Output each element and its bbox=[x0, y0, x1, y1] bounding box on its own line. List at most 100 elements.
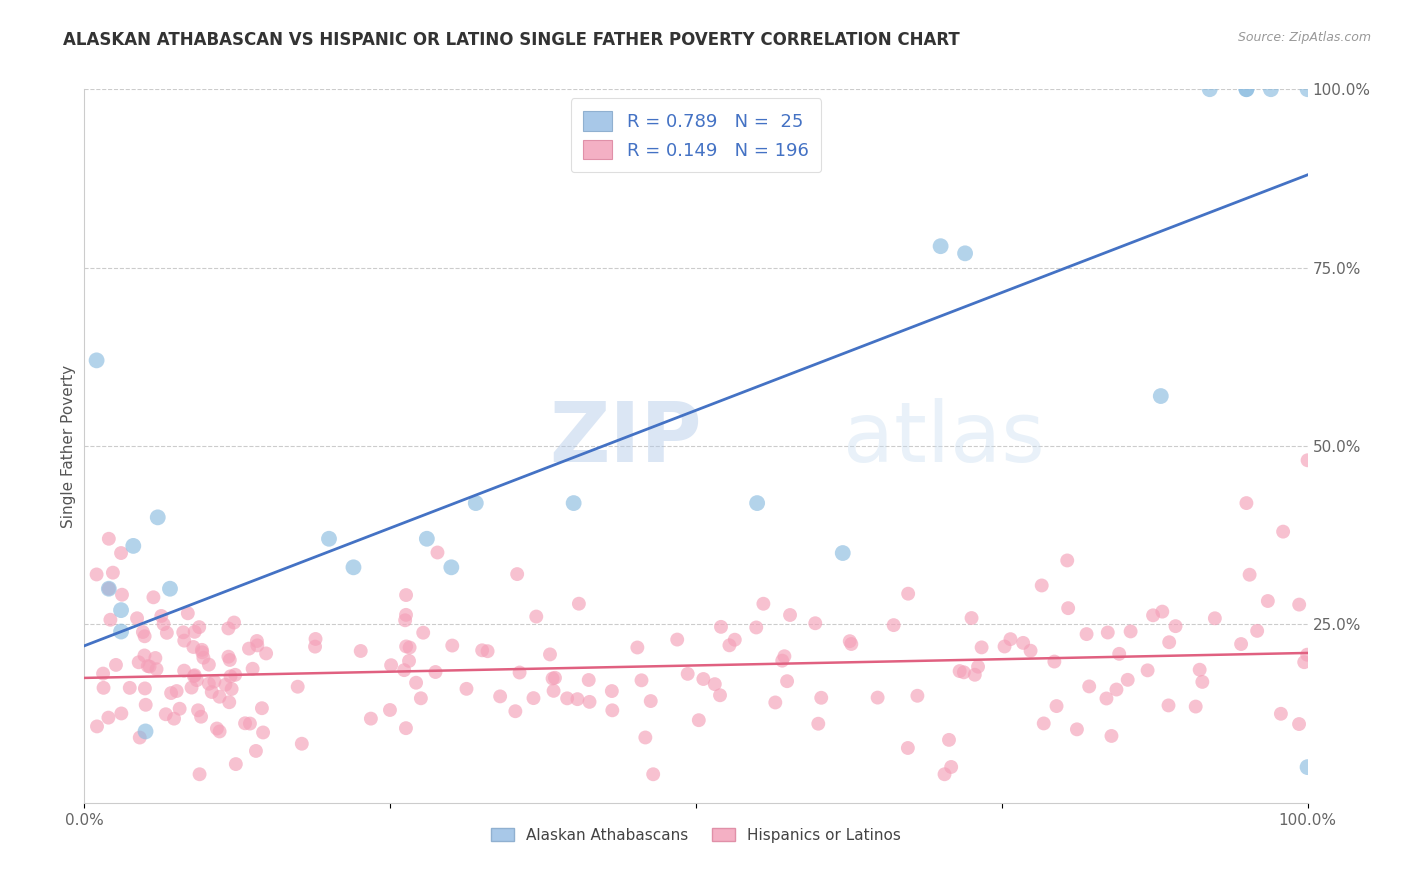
Point bbox=[941, 760, 963, 774]
Point bbox=[949, 664, 972, 678]
Point bbox=[191, 645, 214, 659]
Point bbox=[666, 632, 689, 647]
Point bbox=[183, 624, 205, 639]
Point bbox=[132, 625, 155, 640]
Point bbox=[222, 615, 245, 630]
Point bbox=[360, 712, 382, 726]
Point bbox=[1095, 691, 1118, 706]
Point bbox=[471, 643, 494, 657]
Point bbox=[441, 639, 464, 653]
Point bbox=[392, 663, 415, 677]
Point bbox=[938, 732, 960, 747]
Point bbox=[101, 566, 124, 580]
Point bbox=[1152, 605, 1174, 619]
Point bbox=[1056, 553, 1078, 567]
Point bbox=[838, 634, 860, 648]
Point bbox=[555, 691, 578, 706]
Text: ZIP: ZIP bbox=[550, 399, 702, 479]
Y-axis label: Single Father Poverty: Single Father Poverty bbox=[60, 365, 76, 527]
Point bbox=[134, 648, 156, 663]
Point bbox=[643, 767, 665, 781]
Point bbox=[626, 640, 648, 655]
Point bbox=[1246, 624, 1268, 638]
Point bbox=[1164, 619, 1187, 633]
Point bbox=[1136, 664, 1159, 678]
Point bbox=[219, 669, 242, 683]
Point bbox=[568, 597, 591, 611]
Point bbox=[380, 658, 402, 673]
Point bbox=[804, 616, 827, 631]
Point bbox=[1272, 524, 1295, 539]
Point bbox=[440, 560, 463, 574]
Point bbox=[405, 675, 427, 690]
Point bbox=[342, 560, 364, 574]
Point bbox=[191, 643, 214, 657]
Point bbox=[967, 659, 990, 673]
Point bbox=[110, 706, 132, 721]
Point bbox=[1198, 82, 1220, 96]
Point bbox=[710, 620, 733, 634]
Point bbox=[173, 664, 195, 678]
Point bbox=[509, 665, 531, 680]
Point bbox=[188, 767, 211, 781]
Point bbox=[676, 666, 699, 681]
Point bbox=[97, 582, 120, 596]
Text: ALASKAN ATHABASCAN VS HISPANIC OR LATINO SINGLE FATHER POVERTY CORRELATION CHART: ALASKAN ATHABASCAN VS HISPANIC OR LATINO… bbox=[63, 31, 960, 49]
Point bbox=[304, 632, 326, 646]
Point bbox=[831, 546, 853, 560]
Point bbox=[180, 681, 202, 695]
Point bbox=[763, 696, 786, 710]
Point bbox=[1260, 82, 1282, 96]
Point bbox=[963, 667, 986, 681]
Point bbox=[1012, 636, 1035, 650]
Point bbox=[1119, 624, 1142, 639]
Point bbox=[221, 681, 243, 696]
Point bbox=[254, 647, 277, 661]
Point bbox=[150, 609, 173, 624]
Point bbox=[456, 681, 478, 696]
Point bbox=[128, 731, 150, 745]
Point bbox=[1057, 601, 1080, 615]
Point bbox=[193, 650, 215, 665]
Point bbox=[93, 681, 115, 695]
Point bbox=[97, 582, 120, 596]
Point bbox=[1031, 578, 1053, 592]
Point bbox=[412, 625, 434, 640]
Point bbox=[159, 582, 181, 596]
Point bbox=[1142, 608, 1164, 623]
Point bbox=[110, 546, 132, 560]
Point bbox=[1078, 680, 1101, 694]
Point bbox=[505, 704, 527, 718]
Point bbox=[318, 532, 340, 546]
Point bbox=[395, 588, 418, 602]
Point bbox=[145, 651, 167, 665]
Point bbox=[1150, 389, 1173, 403]
Point bbox=[544, 671, 567, 685]
Point bbox=[118, 681, 141, 695]
Point bbox=[233, 716, 256, 731]
Point bbox=[183, 669, 205, 683]
Point bbox=[1108, 647, 1130, 661]
Point bbox=[146, 510, 169, 524]
Point bbox=[1230, 637, 1253, 651]
Point bbox=[169, 702, 191, 716]
Point bbox=[1157, 698, 1180, 713]
Point bbox=[186, 673, 208, 687]
Point bbox=[155, 707, 177, 722]
Point bbox=[640, 694, 662, 708]
Point bbox=[770, 654, 793, 668]
Point bbox=[188, 620, 211, 634]
Point bbox=[239, 716, 262, 731]
Point bbox=[1032, 716, 1054, 731]
Point bbox=[752, 597, 775, 611]
Point bbox=[187, 703, 209, 717]
Point bbox=[600, 684, 623, 698]
Point bbox=[183, 640, 205, 654]
Point bbox=[134, 629, 156, 643]
Point bbox=[246, 639, 269, 653]
Point bbox=[538, 648, 561, 662]
Point bbox=[135, 698, 157, 712]
Point bbox=[773, 649, 796, 664]
Point bbox=[692, 672, 714, 686]
Point bbox=[190, 709, 212, 723]
